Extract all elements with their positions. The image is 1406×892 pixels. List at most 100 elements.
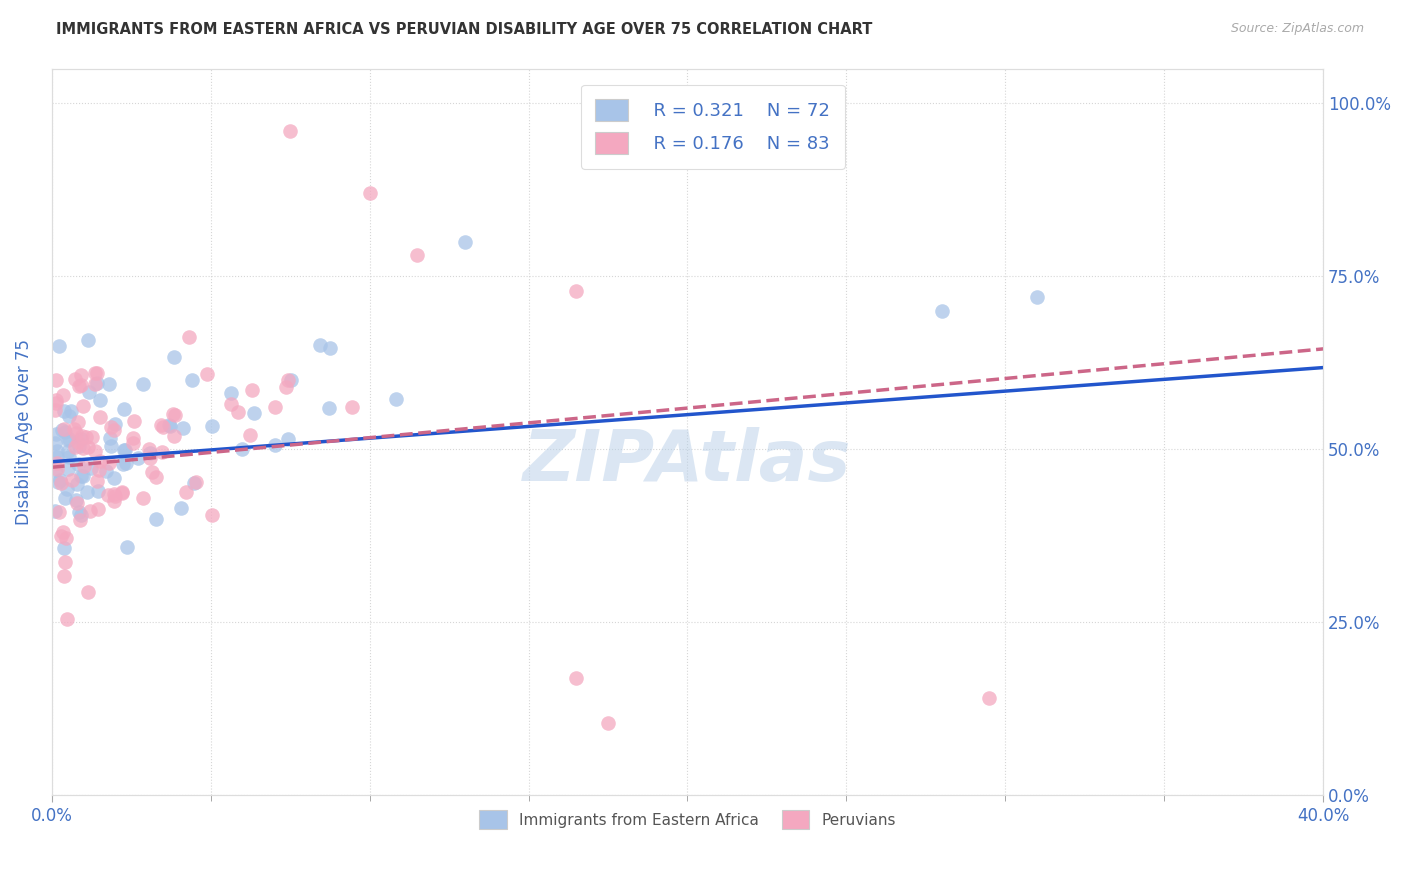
Point [308, 338, 330, 352]
Point [132, 377, 155, 392]
Point [53, 425, 76, 439]
Point [46, 450, 69, 465]
Point [219, 397, 242, 411]
Point [87, 484, 110, 499]
Point [46, 456, 69, 470]
Point [72, 469, 94, 483]
Point [184, 475, 207, 489]
Point [44, 463, 66, 477]
Point [94, 464, 117, 478]
Point [141, 465, 163, 479]
Point [406, 248, 429, 262]
Point [122, 414, 145, 428]
Point [56, 443, 79, 458]
Point [115, 540, 138, 554]
Point [66, 495, 89, 509]
Point [565, 671, 588, 685]
Point [67, 506, 90, 520]
Point [145, 469, 167, 483]
Point [76, 440, 98, 454]
Point [138, 446, 160, 460]
Point [49, 473, 72, 487]
Point [52, 388, 75, 402]
Point [104, 489, 127, 503]
Point [280, 373, 302, 387]
Point [67, 379, 90, 393]
Point [150, 445, 173, 459]
Point [77, 384, 100, 399]
Point [69, 433, 91, 447]
Point [65, 492, 87, 507]
Point [277, 432, 299, 446]
Point [112, 457, 135, 471]
Point [84, 443, 107, 458]
Point [176, 484, 198, 499]
Point [65, 440, 87, 454]
Point [565, 285, 588, 299]
Point [72, 399, 94, 413]
Point [1026, 290, 1049, 304]
Point [52, 569, 75, 583]
Point [931, 303, 953, 318]
Point [111, 485, 134, 500]
Point [149, 417, 172, 432]
Point [201, 508, 224, 523]
Point [277, 373, 299, 387]
Point [59, 403, 82, 417]
Point [163, 351, 186, 365]
Point [98, 377, 121, 392]
Point [82, 429, 104, 443]
Point [200, 419, 222, 434]
Point [100, 439, 122, 453]
Point [264, 401, 287, 415]
Point [100, 420, 122, 434]
Point [46, 475, 69, 489]
Point [52, 525, 75, 540]
Point [385, 392, 408, 406]
Point [132, 491, 155, 505]
Point [69, 513, 91, 527]
Point [454, 235, 477, 249]
Point [56, 433, 79, 447]
Point [89, 454, 111, 468]
Point [63, 372, 86, 386]
Point [67, 439, 90, 453]
Point [115, 456, 138, 470]
Point [112, 401, 135, 416]
Point [319, 341, 342, 355]
Text: ZIPAtlas: ZIPAtlas [523, 426, 852, 496]
Point [45, 373, 67, 387]
Point [60, 473, 83, 487]
Point [45, 392, 67, 407]
Point [122, 432, 145, 446]
Point [359, 186, 381, 201]
Point [86, 376, 108, 390]
Point [179, 330, 201, 344]
Point [86, 366, 108, 380]
Point [66, 435, 89, 450]
Point [114, 442, 136, 457]
Point [84, 376, 107, 391]
Point [77, 333, 100, 347]
Point [243, 406, 266, 420]
Point [157, 417, 180, 432]
Point [66, 415, 89, 429]
Point [138, 442, 160, 456]
Point [97, 488, 120, 502]
Point [111, 485, 134, 500]
Point [87, 501, 110, 516]
Point [219, 385, 242, 400]
Point [55, 532, 77, 546]
Point [979, 691, 1001, 706]
Point [70, 468, 93, 483]
Point [84, 366, 107, 380]
Point [44, 436, 66, 450]
Point [48, 339, 70, 353]
Point [163, 429, 186, 443]
Point [65, 425, 87, 440]
Point [44, 503, 66, 517]
Point [103, 493, 125, 508]
Point [104, 417, 127, 432]
Point [121, 436, 143, 450]
Point [62, 422, 84, 436]
